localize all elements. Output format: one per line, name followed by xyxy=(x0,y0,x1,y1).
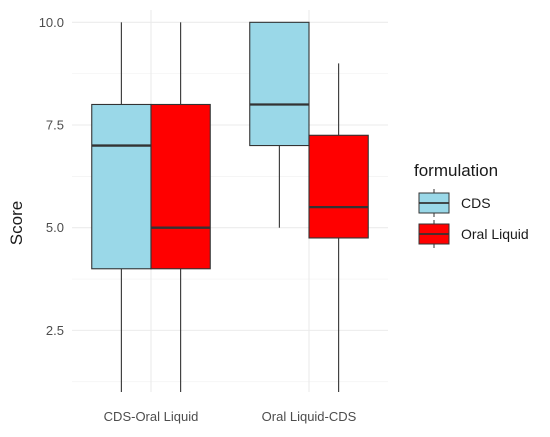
y-axis-ticks: 2.5 5.0 7.5 10.0 xyxy=(39,15,64,338)
legend-label: Oral Liquid xyxy=(461,226,529,242)
box-oral-liquid xyxy=(308,63,369,392)
legend-label: CDS xyxy=(461,195,491,211)
legend-item-cds: CDS xyxy=(418,189,491,217)
box-oral-liquid xyxy=(150,22,211,392)
box-iqr xyxy=(308,134,369,239)
box-cds xyxy=(91,22,152,392)
boxes xyxy=(91,21,369,392)
legend-title: formulation xyxy=(414,161,498,180)
y-axis-title: Score xyxy=(7,201,26,245)
y-tick-label: 10.0 xyxy=(39,15,64,30)
legend-item-oral-liquid: Oral Liquid xyxy=(418,220,529,248)
y-tick-label: 7.5 xyxy=(46,118,64,133)
box-iqr xyxy=(150,103,211,270)
box-iqr xyxy=(249,21,310,147)
x-axis-ticks: CDS-Oral Liquid Oral Liquid-CDS xyxy=(104,409,357,424)
box-iqr xyxy=(91,103,152,270)
x-tick-label: CDS-Oral Liquid xyxy=(104,409,199,424)
x-tick-label: Oral Liquid-CDS xyxy=(262,409,357,424)
legend: formulation CDS Oral Liquid xyxy=(414,161,529,248)
y-tick-label: 2.5 xyxy=(46,323,64,338)
y-tick-label: 5.0 xyxy=(46,220,64,235)
box-cds xyxy=(249,21,310,228)
